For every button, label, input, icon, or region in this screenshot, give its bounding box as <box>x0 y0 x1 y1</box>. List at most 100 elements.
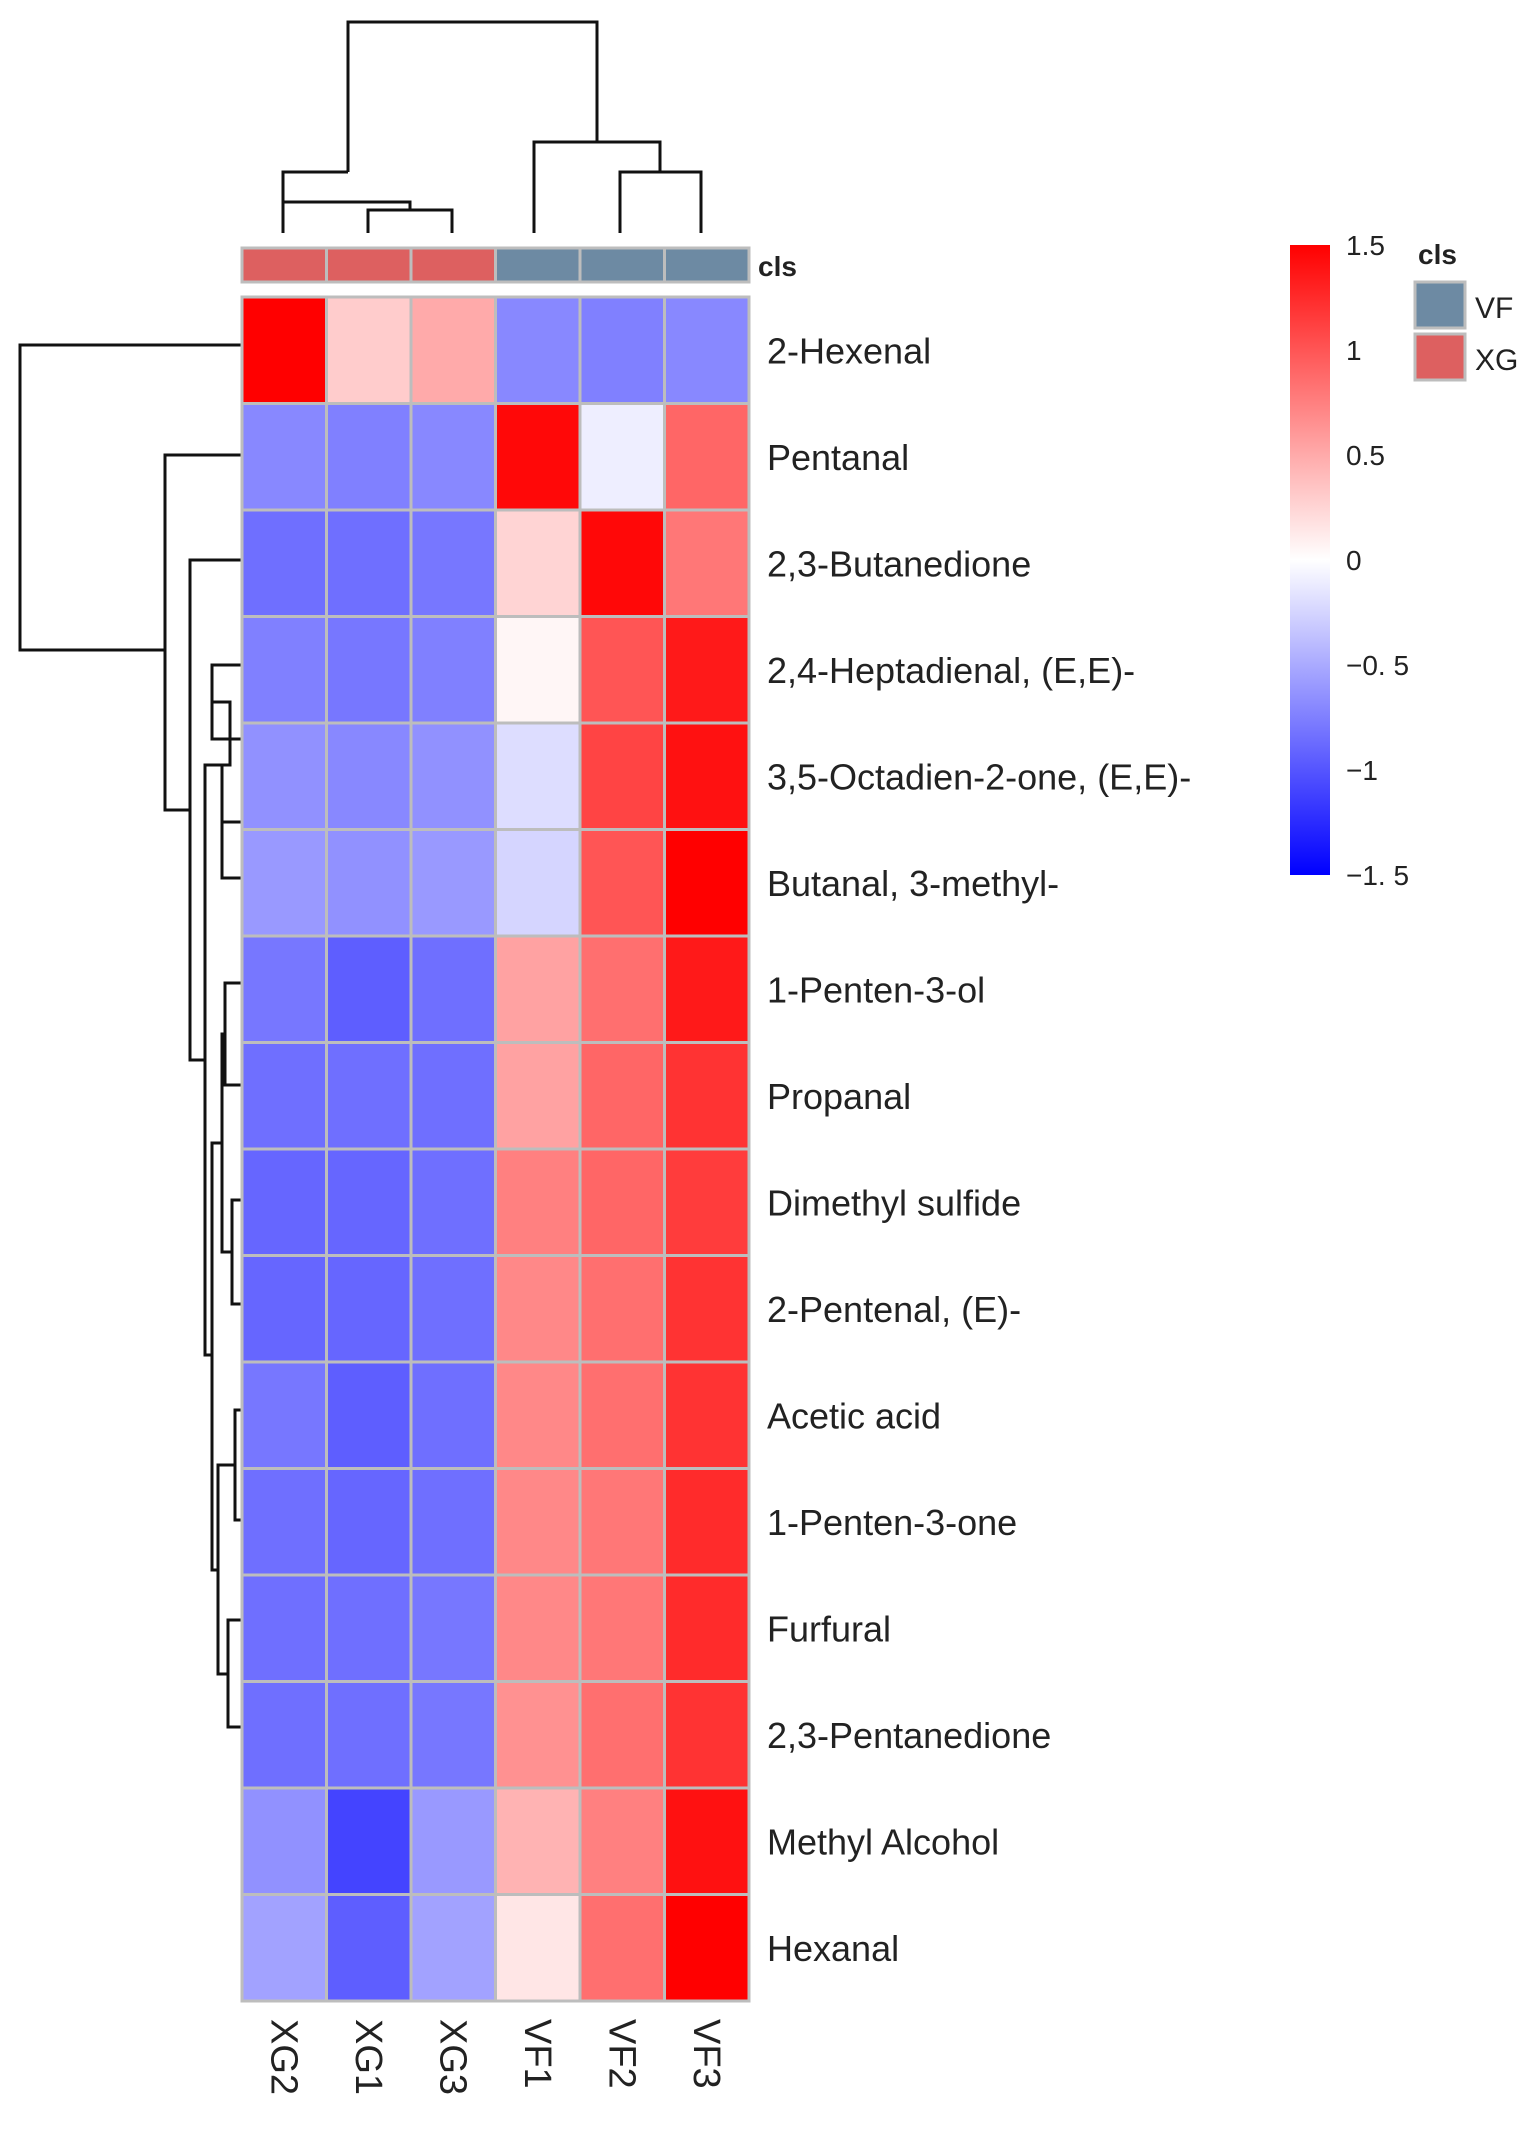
heatmap-cell <box>240 295 328 405</box>
annotation-cell-vf2 <box>578 246 666 284</box>
row-label: Hexanal <box>767 1928 899 1969</box>
heatmap-cell <box>325 1360 413 1470</box>
heatmap-cell <box>240 508 328 618</box>
row-label: 1-Penten-3-one <box>767 1502 1017 1543</box>
heatmap-cell <box>409 1467 497 1577</box>
heatmap-cell <box>663 508 751 618</box>
heatmap-cell <box>325 1893 413 2003</box>
heatmap-cell <box>663 1360 751 1470</box>
heatmap-cell <box>325 1786 413 1896</box>
heatmap-cell <box>409 1254 497 1364</box>
heatmap-cell <box>494 1573 582 1683</box>
heatmap-cell <box>325 402 413 512</box>
color-scale-tick-label: 1.5 <box>1346 230 1385 261</box>
heatmap-cell <box>240 1786 328 1896</box>
heatmap-cell <box>663 1893 751 2003</box>
row-label: Propanal <box>767 1076 911 1117</box>
heatmap-cell <box>240 934 328 1044</box>
heatmap-cell <box>240 402 328 512</box>
row-label: Methyl Alcohol <box>767 1821 999 1862</box>
row-label: Butanal, 3-methyl- <box>767 863 1059 904</box>
heatmap-cell <box>663 295 751 405</box>
heatmap-cell <box>578 721 666 831</box>
heatmap-cell <box>409 828 497 938</box>
row-label: Acetic acid <box>767 1395 941 1436</box>
heatmap-cell <box>325 1147 413 1257</box>
color-scale-tick-label: 0.5 <box>1346 440 1385 471</box>
heatmap-cell <box>578 1041 666 1151</box>
column-label: VF1 <box>516 2019 558 2089</box>
heatmap-cell <box>409 1147 497 1257</box>
heatmap-cell <box>240 1893 328 2003</box>
heatmap-cell <box>325 615 413 725</box>
heatmap-cell <box>240 828 328 938</box>
heatmap-cell <box>494 1360 582 1470</box>
legend-title: cls <box>1418 239 1457 270</box>
annotation-bar <box>240 246 751 284</box>
row-label: 2,4-Heptadienal, (E,E)- <box>767 650 1135 691</box>
heatmap-cell <box>409 1573 497 1683</box>
heatmap-cell <box>494 508 582 618</box>
heatmap-cell <box>240 1573 328 1683</box>
heatmap-cell <box>325 508 413 618</box>
group-legend: cls VF XG <box>1413 239 1518 382</box>
heatmap-cell <box>494 1786 582 1896</box>
row-label: 3,5-Octadien-2-one, (E,E)- <box>767 756 1191 797</box>
heatmap-cell <box>578 934 666 1044</box>
heatmap-cell <box>325 1041 413 1151</box>
heatmap-cell <box>578 1680 666 1790</box>
color-scale-tick-label: −1. 5 <box>1346 860 1409 891</box>
heatmap-cell <box>409 1680 497 1790</box>
heatmap-cell <box>325 1680 413 1790</box>
heatmap-cell <box>240 721 328 831</box>
heatmap-cell <box>578 1360 666 1470</box>
heatmap-cell <box>578 1786 666 1896</box>
heatmap-cells <box>240 295 751 2003</box>
annotation-title: cls <box>758 251 797 282</box>
row-label: 1-Penten-3-ol <box>767 969 985 1010</box>
heatmap-cell <box>240 615 328 725</box>
column-label: VF3 <box>685 2019 727 2089</box>
heatmap-cell <box>578 1467 666 1577</box>
heatmap-cell <box>494 1680 582 1790</box>
row-label: 2-Hexenal <box>767 330 931 371</box>
row-label: 2,3-Pentanedione <box>767 1715 1051 1756</box>
heatmap-cell <box>494 1254 582 1364</box>
heatmap-cell <box>409 1893 497 2003</box>
color-scale-ticks: 1.5 1 0.5 0 −0. 5 −1 −1. 5 <box>1346 230 1409 891</box>
column-dendrogram <box>281 20 703 233</box>
legend-label-xg: XG <box>1475 344 1518 377</box>
color-scale-tick-label: −1 <box>1346 755 1378 786</box>
row-dendrogram <box>18 343 242 1729</box>
heatmap-cell <box>409 402 497 512</box>
heatmap-cell <box>578 1254 666 1364</box>
heatmap-cell <box>663 721 751 831</box>
heatmap-cell <box>578 402 666 512</box>
heatmap-cell <box>494 615 582 725</box>
heatmap-cell <box>409 1041 497 1151</box>
heatmap-cell <box>663 615 751 725</box>
color-scale-tick-label: −0. 5 <box>1346 650 1409 681</box>
heatmap-cell <box>663 828 751 938</box>
heatmap-cell <box>494 1893 582 2003</box>
column-label: XG2 <box>262 2019 304 2095</box>
legend-swatch-vf <box>1413 280 1467 330</box>
column-labels: XG2 XG1 XG3 VF1 VF2 VF3 <box>262 2019 727 2095</box>
heatmap-cell <box>240 1360 328 1470</box>
heatmap-cell <box>663 934 751 1044</box>
annotation-cell-xg1 <box>325 246 413 284</box>
row-label: 2,3-Butanedione <box>767 543 1031 584</box>
heatmap-cell <box>240 1147 328 1257</box>
heatmap-cell <box>494 828 582 938</box>
heatmap-cell <box>409 615 497 725</box>
heatmap-cell <box>494 1041 582 1151</box>
heatmap-cell <box>663 1573 751 1683</box>
heatmap-cell <box>240 1041 328 1151</box>
heatmap-cell <box>494 1147 582 1257</box>
color-scale-tick-label: 1 <box>1346 335 1362 366</box>
row-label: Furfural <box>767 1608 891 1649</box>
row-label: Dimethyl sulfide <box>767 1182 1021 1223</box>
heatmap-cell <box>578 1573 666 1683</box>
heatmap-cell <box>663 1467 751 1577</box>
heatmap-cell <box>325 295 413 405</box>
